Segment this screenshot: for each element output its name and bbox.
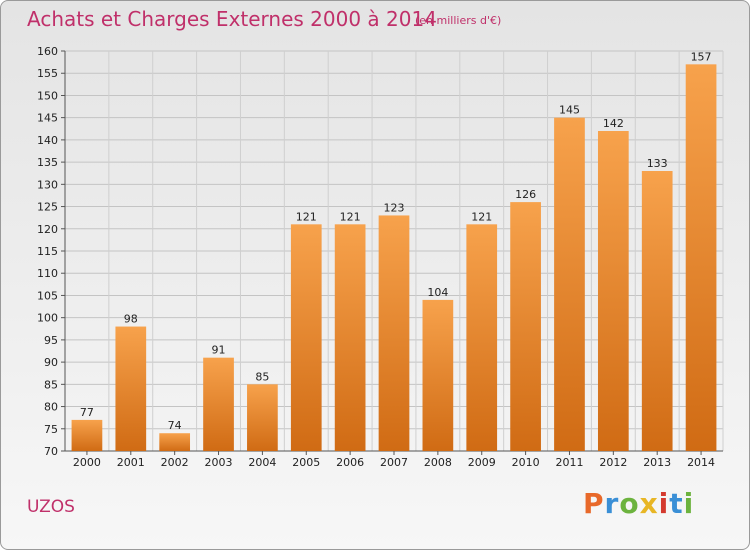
logo-letter: o — [619, 487, 640, 520]
bar-2001 — [115, 326, 147, 451]
x-tick-label: 2000 — [73, 456, 101, 469]
x-tick-label: 2008 — [424, 456, 452, 469]
data-label-2011: 145 — [559, 104, 580, 117]
bar-2004 — [247, 384, 278, 451]
bar-2013 — [641, 171, 673, 451]
chart-title: Achats et Charges Externes 2000 à 2014 — [27, 7, 437, 31]
x-tick-label: 2011 — [555, 456, 583, 469]
y-tick-label: 70 — [44, 445, 58, 458]
logo-letter: P — [583, 487, 605, 520]
data-label-2002: 74 — [168, 419, 182, 432]
y-tick-label: 145 — [37, 112, 58, 125]
x-tick-label: 2006 — [336, 456, 364, 469]
proxiti-logo: Proxiti — [583, 487, 694, 520]
bar-2000 — [71, 419, 103, 451]
y-tick-label: 90 — [44, 356, 58, 369]
bar-2005 — [290, 224, 322, 451]
logo-letter: t — [669, 487, 684, 520]
y-tick-label: 100 — [37, 312, 58, 325]
y-tick-label: 135 — [37, 156, 58, 169]
data-label-2007: 123 — [384, 201, 405, 214]
x-tick-label: 2009 — [468, 456, 496, 469]
data-label-2006: 121 — [340, 210, 361, 223]
x-tick-labels: 2000 2001 2002 2003 2004 2005 2006 2007 2008 2009… — [73, 456, 715, 469]
bar-2009 — [466, 224, 498, 451]
bar-2003 — [203, 357, 234, 451]
y-tick-label: 80 — [44, 401, 58, 414]
y-tick-label: 140 — [37, 134, 58, 147]
bar-2008 — [422, 299, 454, 451]
y-tick-labels: 70 75 80 85 90 95 100 105 110 115 120 125 130 135 140 1… — [37, 45, 58, 458]
x-tick-label: 2004 — [248, 456, 276, 469]
bar-2007 — [378, 215, 410, 451]
data-label-2001: 98 — [124, 313, 138, 326]
y-tick-label: 115 — [37, 245, 58, 258]
x-tick-label: 2001 — [117, 456, 145, 469]
data-label-2012: 142 — [603, 117, 624, 130]
x-tick-label: 2010 — [512, 456, 540, 469]
logo-letter: r — [604, 487, 620, 520]
bar-2012 — [597, 131, 629, 451]
data-label-2008: 104 — [427, 286, 448, 299]
y-tick-label: 120 — [37, 223, 58, 236]
logo-letter: i — [683, 487, 695, 520]
data-label-2014: 157 — [691, 50, 712, 63]
y-tick-label: 155 — [37, 67, 58, 80]
bar-2011 — [554, 117, 585, 452]
data-label-2005: 121 — [296, 210, 317, 223]
bar-2002 — [159, 433, 191, 451]
y-tick-label: 130 — [37, 178, 58, 191]
chart-unit: (en milliers d'€) — [415, 14, 502, 27]
x-tick-label: 2002 — [161, 456, 189, 469]
data-label-2003: 91 — [212, 344, 226, 357]
y-tick-label: 85 — [44, 378, 58, 391]
bar-2010 — [510, 202, 541, 451]
data-labels: 77 98 74 91 85 121 121 123 104 121 126 145 142 133 157 — [80, 50, 712, 432]
data-label-2000: 77 — [80, 406, 94, 419]
logo-letter: x — [639, 487, 659, 520]
x-tick-label: 2012 — [599, 456, 627, 469]
y-tick-label: 95 — [44, 334, 58, 347]
logo-letter: i — [658, 487, 670, 520]
data-label-2010: 126 — [515, 188, 536, 201]
y-tick-label: 125 — [37, 201, 58, 214]
x-tick-label: 2005 — [292, 456, 320, 469]
bar-2006 — [334, 224, 366, 451]
bar-2014 — [685, 64, 717, 452]
x-tick-label: 2014 — [687, 456, 715, 469]
y-tick-label: 105 — [37, 289, 58, 302]
data-label-2013: 133 — [647, 157, 668, 170]
x-tick-label: 2007 — [380, 456, 408, 469]
region-name: UZOS — [27, 497, 75, 517]
y-tick-label: 110 — [37, 267, 58, 280]
x-tick-label: 2013 — [643, 456, 671, 469]
x-tick-label: 2003 — [205, 456, 233, 469]
bars — [71, 64, 717, 452]
data-label-2009: 121 — [471, 210, 492, 223]
data-label-2004: 85 — [255, 370, 269, 383]
y-tick-label: 150 — [37, 89, 58, 102]
y-tick-label: 160 — [37, 45, 58, 58]
y-tick-label: 75 — [44, 423, 58, 436]
